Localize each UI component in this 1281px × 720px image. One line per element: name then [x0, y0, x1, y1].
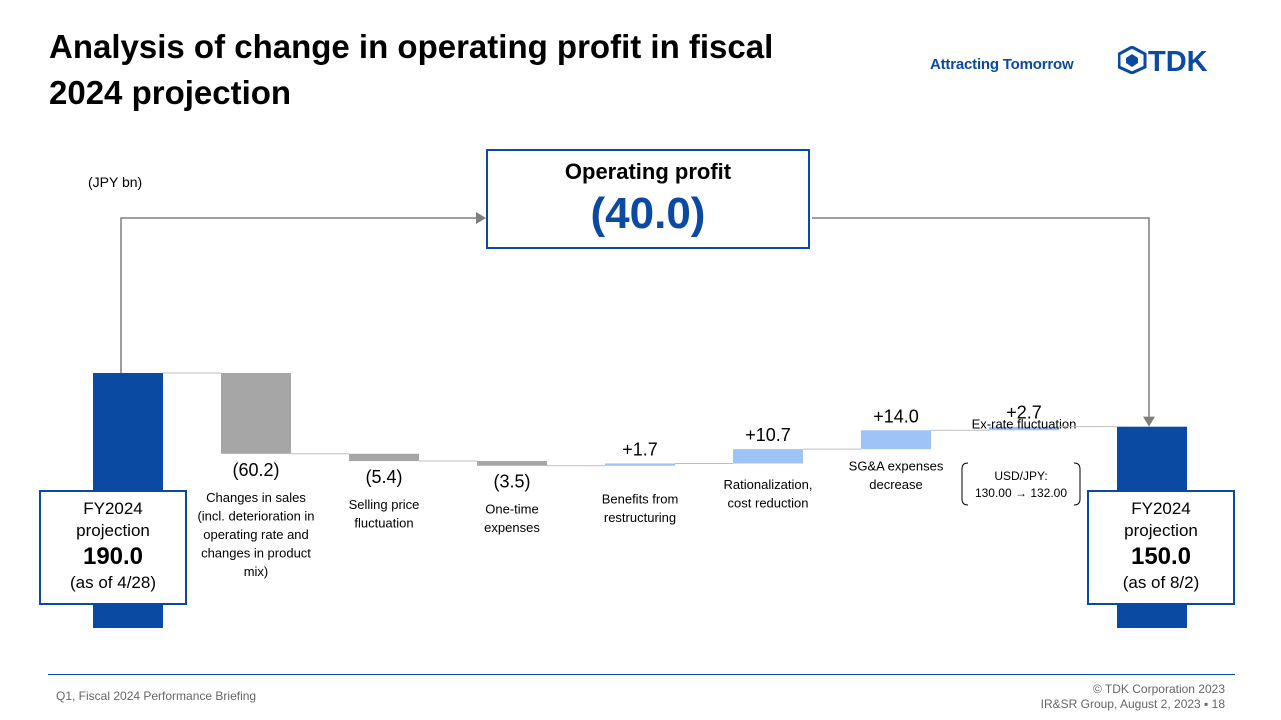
step-category-label: fluctuation: [354, 516, 413, 531]
step-bar: [733, 449, 803, 464]
arrow-to-end-bar: [812, 217, 1150, 417]
start-projection-box: FY2024 projection 190.0 (as of 4/28): [39, 490, 187, 605]
step-category-label: SG&A expenses: [849, 458, 944, 473]
step-bar: [221, 373, 291, 454]
step-category-label: expenses: [484, 520, 540, 535]
start-line1: FY2024: [83, 499, 143, 518]
arrowhead-right-icon: [476, 212, 486, 224]
step-bar: [349, 453, 419, 462]
fx-bracket-right: [1073, 462, 1081, 506]
end-line2: projection: [1124, 521, 1198, 540]
step-category-label: One-time: [485, 502, 538, 517]
step-value-label: +2.7: [1006, 403, 1042, 423]
arrow-to-operating-profit: [120, 217, 478, 373]
logo-text: TDK: [1148, 46, 1208, 74]
end-line1: FY2024: [1131, 499, 1191, 518]
fx-bracket-left: [961, 462, 969, 506]
unit-label: (JPY bn): [88, 174, 143, 190]
step-category-label: (incl. deterioration in: [197, 508, 314, 523]
step-value-label: (60.2): [232, 460, 279, 480]
step-value-label: (5.4): [365, 467, 402, 487]
start-line2: projection: [76, 521, 150, 540]
footer-page-info: IR&SR Group, August 2, 2023 ▪ 18: [1040, 697, 1225, 711]
step-category-label: restructuring: [604, 510, 676, 525]
end-asof: (as of 8/2): [1122, 573, 1200, 592]
step-bar: [861, 430, 931, 450]
step-value-label: +14.0: [873, 406, 919, 426]
step-category-label: Selling price: [349, 497, 420, 512]
step-value-label: +10.7: [745, 425, 791, 445]
operating-profit-box: Operating profit (40.0): [486, 149, 810, 249]
step-category-label: Changes in sales: [206, 490, 306, 505]
step-value-label: +1.7: [622, 439, 658, 459]
step-category-label: operating rate and: [203, 527, 309, 542]
operating-profit-value: (40.0): [590, 189, 706, 238]
step-value-label: (3.5): [493, 472, 530, 492]
fx-note-line1: USD/JPY:: [994, 469, 1047, 483]
end-value: 150.0: [1130, 543, 1192, 570]
page-title: Analysis of change in operating profit i…: [49, 28, 774, 111]
fx-note-line2: 130.00 → 132.00: [975, 486, 1067, 500]
step-category-label: cost reduction: [728, 496, 809, 511]
step-category-label: changes in product: [201, 545, 311, 560]
arrowhead-down-icon: [1143, 416, 1155, 427]
footer-left-text: Q1, Fiscal 2024 Performance Briefing: [56, 689, 257, 703]
tdk-logo: TDK: [1118, 46, 1208, 74]
footer-divider: [48, 674, 1235, 675]
start-value: 190.0: [82, 543, 144, 570]
step-category-label: Ex-rate fluctuation: [972, 417, 1077, 432]
step-bar: [989, 426, 1059, 431]
step-category-label: Rationalization,: [724, 477, 813, 492]
step-category-label: Benefits from: [602, 491, 679, 506]
tagline: Attracting Tomorrow: [930, 56, 1074, 73]
step-category-label: decrease: [869, 477, 922, 492]
end-projection-box: FY2024 projection 150.0 (as of 8/2): [1087, 490, 1235, 605]
start-asof: (as of 4/28): [70, 573, 156, 592]
step-bar: [605, 463, 675, 466]
footer-copyright: © TDK Corporation 2023: [1092, 682, 1225, 696]
operating-profit-label: Operating profit: [564, 159, 732, 184]
footer-right-text: © TDK Corporation 2023 IR&SR Group, Augu…: [1041, 682, 1225, 712]
step-bar: [477, 461, 547, 466]
step-category-label: mix): [244, 564, 269, 579]
